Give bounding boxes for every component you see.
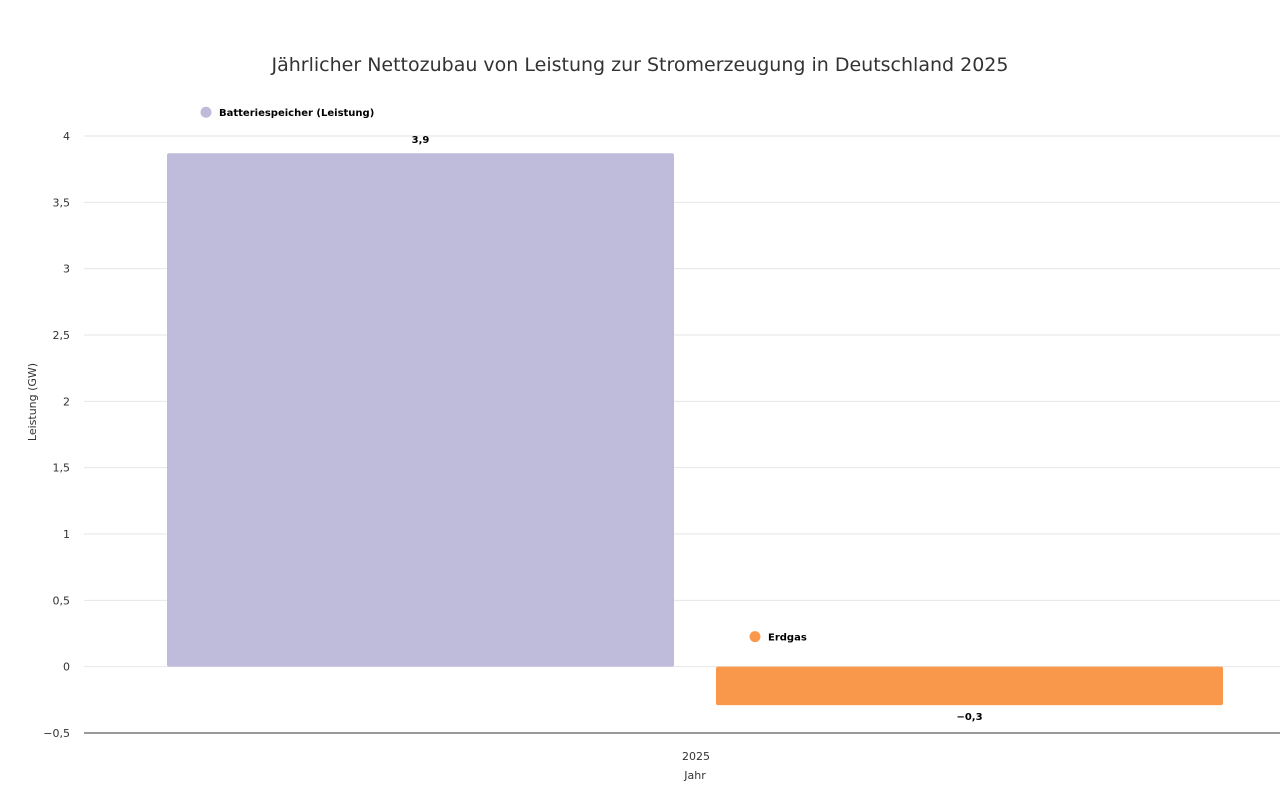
- y-tick-label: 1: [63, 528, 70, 541]
- x-tick-label: 2025: [682, 750, 710, 763]
- y-axis-ticks: 4 3,5 3 2,5 2 1,5 1 0,5 0 −0,5: [43, 130, 70, 740]
- y-tick-label: 4: [63, 130, 70, 143]
- y-tick-label: 1,5: [53, 462, 71, 475]
- y-tick-label: −0,5: [43, 727, 70, 740]
- legend-label: Erdgas: [768, 633, 807, 644]
- y-tick-label: 0,5: [53, 594, 71, 607]
- legend-item-batteriespeicher[interactable]: Batteriespeicher (Leistung): [200, 106, 375, 120]
- legend-marker: [200, 106, 212, 118]
- y-axis-title: Leistung (GW): [26, 363, 39, 441]
- legend-label: Batteriespeicher (Leistung): [219, 108, 374, 119]
- data-label: 3,9: [412, 135, 430, 146]
- y-tick-label: 0: [63, 661, 70, 674]
- y-tick-label: 3: [63, 263, 70, 276]
- bar-erdgas[interactable]: [716, 666, 1223, 706]
- x-axis-title: Jahr: [683, 769, 706, 782]
- data-labels: 3,9 −0,3: [412, 135, 983, 723]
- x-axis-ticks: 2025: [682, 750, 710, 763]
- bar-batteriespeicher[interactable]: [167, 153, 674, 667]
- y-tick-label: 3,5: [53, 196, 71, 209]
- data-label: −0,3: [956, 712, 982, 723]
- legend-item-erdgas[interactable]: Erdgas: [749, 631, 807, 644]
- y-tick-label: 2,5: [53, 329, 71, 342]
- chart-title: Jährlicher Nettozubau von Leistung zur S…: [271, 54, 1009, 76]
- bars: [167, 153, 1223, 706]
- y-tick-label: 2: [63, 395, 70, 408]
- legend-marker: [749, 631, 761, 643]
- legend: Batteriespeicher (Leistung) Erdgas: [200, 106, 807, 644]
